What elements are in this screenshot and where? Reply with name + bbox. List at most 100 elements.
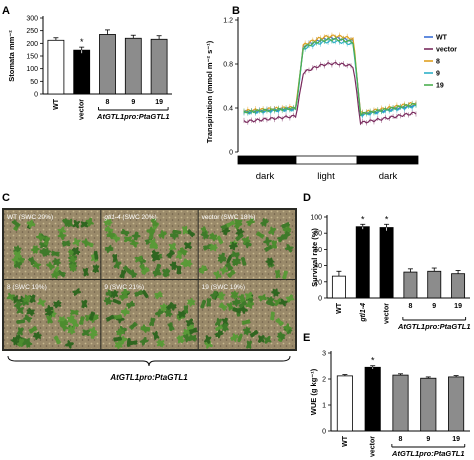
seedling-leaf xyxy=(246,340,252,349)
seedling-leaf xyxy=(11,296,20,302)
seedling-leaf xyxy=(216,293,226,299)
seedling-leaf xyxy=(90,311,94,321)
seedling-leaf xyxy=(201,299,206,309)
seedling-leaf xyxy=(69,264,77,271)
seedling-leaf xyxy=(214,319,223,326)
seedling-leaf xyxy=(178,335,184,344)
seedling-leaf xyxy=(112,289,117,299)
y-tick-label: 60 xyxy=(314,247,322,254)
photo-tile: WT (SWC 20%) xyxy=(4,210,101,280)
seedling-leaf xyxy=(237,333,243,342)
bar xyxy=(420,377,437,432)
seedling-leaf xyxy=(255,233,265,237)
seedling-leaf xyxy=(54,257,59,267)
panel-label-b: B xyxy=(232,5,240,17)
category-label: 19 xyxy=(155,99,163,106)
seedling-leaf xyxy=(103,299,113,303)
seedling-leaf xyxy=(47,315,52,324)
seedling-leaf xyxy=(140,326,149,331)
seedling-leaf xyxy=(244,293,253,299)
seedling-leaf xyxy=(60,231,64,241)
seedling-leaf xyxy=(17,327,24,336)
seedling-leaf xyxy=(231,252,240,258)
seedling-leaf xyxy=(62,240,71,247)
bar xyxy=(336,375,353,432)
seedling-leaf xyxy=(62,218,70,227)
seedling-leaf xyxy=(198,266,207,273)
seedling-leaf xyxy=(275,269,280,279)
seedling-leaf xyxy=(139,339,149,343)
legend-label: vector xyxy=(436,47,457,54)
seedling-leaf xyxy=(104,228,114,232)
seedling-leaf xyxy=(24,314,31,323)
significance-mark: * xyxy=(361,214,365,224)
seedling-leaf xyxy=(131,234,141,238)
seedling-leaf xyxy=(209,293,219,297)
category-label: 9 xyxy=(131,99,135,106)
seedling-leaf xyxy=(119,294,129,299)
seedling-leaf xyxy=(186,318,194,326)
seedling-leaf xyxy=(149,318,156,326)
seedling-leaf xyxy=(54,335,60,344)
bar xyxy=(403,271,418,299)
seedling-leaf xyxy=(264,246,273,251)
y-tick-label: 2 xyxy=(322,377,326,384)
seedling-leaf xyxy=(189,327,197,335)
seedling-leaf xyxy=(284,225,290,234)
seedling-leaf xyxy=(250,330,258,337)
bar xyxy=(364,366,381,432)
seedling-leaf xyxy=(183,305,189,314)
seedling-leaf xyxy=(13,247,22,252)
seedling-leaf xyxy=(82,268,89,276)
seedling-leaf xyxy=(232,258,240,266)
seedling-leaf xyxy=(11,221,21,226)
seedling-leaf xyxy=(112,254,118,263)
seedling-leaf xyxy=(134,291,144,296)
legend-label: 19 xyxy=(436,83,444,90)
seedling-leaf xyxy=(169,263,179,268)
tile-label: 8 (SWC 19%) xyxy=(7,284,47,291)
seedling-leaf xyxy=(169,243,176,251)
seedling-leaf xyxy=(265,260,275,264)
seedling-leaf xyxy=(126,302,135,307)
photoperiod-bar xyxy=(295,155,358,165)
seedling-leaf xyxy=(79,316,85,325)
bar xyxy=(448,376,465,432)
seedling-leaf xyxy=(189,334,196,342)
y-axis-label: Survival rate (%) xyxy=(310,228,319,287)
seedling-leaf xyxy=(43,237,50,245)
seedling-leaf xyxy=(226,221,235,227)
seedling-leaf xyxy=(203,336,212,343)
seedling-leaf xyxy=(154,330,158,340)
y-tick-label: 0.8 xyxy=(223,62,233,69)
legend-label: 9 xyxy=(436,71,440,78)
seedling-leaf xyxy=(151,218,157,227)
seedling-leaf xyxy=(155,263,161,273)
category-label: WT xyxy=(336,302,343,314)
y-axis-label: WUE (g kg⁻¹) xyxy=(309,368,318,415)
bar xyxy=(73,49,91,95)
category-label: vector xyxy=(79,99,86,120)
seedling-leaf xyxy=(167,250,174,258)
seedling-leaf xyxy=(169,233,179,238)
seedling-leaf xyxy=(221,324,229,331)
y-tick-label: 50 xyxy=(30,79,38,86)
seedling-leaf xyxy=(65,342,74,347)
seedling-leaf xyxy=(28,258,37,264)
seedling-leaf xyxy=(182,225,188,235)
seedling-leaf xyxy=(17,339,25,346)
y-axis-label: Stomata mm⁻² xyxy=(7,30,16,82)
seedling-leaf xyxy=(235,230,245,235)
series-line xyxy=(243,39,417,117)
category-label: WT xyxy=(53,98,60,110)
y-tick-label: 1.2 xyxy=(223,18,233,25)
seedling-leaf xyxy=(33,245,38,254)
panel-label-c: C xyxy=(2,192,10,204)
seedling-leaf xyxy=(113,314,122,320)
photoperiod-bar xyxy=(237,155,297,165)
seedling-leaf xyxy=(35,331,40,341)
seedling-leaf xyxy=(67,218,73,228)
seedling-leaf xyxy=(239,300,246,309)
y-tick-label: 100 xyxy=(310,215,322,222)
photo-caption: AtGTL1pro:PtaGTL1 xyxy=(109,373,188,382)
